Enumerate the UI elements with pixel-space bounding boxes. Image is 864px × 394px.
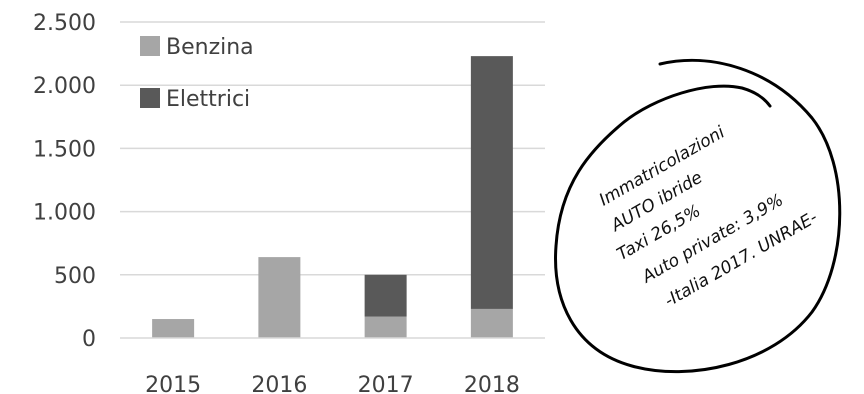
bar-benzina-2017 (364, 316, 407, 338)
bar-benzina-2018 (470, 308, 513, 338)
legend-swatch-benzina (140, 36, 160, 56)
bar-elettrici-2017 (364, 274, 407, 317)
legend: Benzina Elettrici (140, 35, 254, 112)
bar-benzina-2016 (258, 257, 301, 338)
legend-label-benzina: Benzina (166, 35, 254, 60)
handwritten-note: Immatricolazioni AUTO ibride Taxi 26,5% … (554, 58, 842, 374)
legend-label-elettrici: Elettrici (166, 87, 250, 112)
x-tick-label: 2017 (358, 373, 414, 394)
x-tick-label: 2018 (464, 373, 520, 394)
note-circle (554, 58, 842, 374)
y-tick-label: 0 (82, 327, 96, 352)
bar-benzina-2015 (152, 319, 195, 338)
x-tick-label: 2015 (145, 373, 201, 394)
y-tick-label: 500 (54, 264, 96, 289)
y-tick-label: 1.000 (33, 201, 96, 226)
y-tick-label: 2.500 (33, 11, 96, 36)
x-tick-label: 2016 (251, 373, 307, 394)
y-tick-label: 2.000 (33, 74, 96, 99)
bars (152, 56, 513, 338)
x-axis-ticks: 2015 2016 2017 2018 (145, 373, 520, 394)
y-tick-label: 1.500 (33, 137, 96, 162)
legend-swatch-elettrici (140, 88, 160, 108)
bar-elettrici-2018 (470, 56, 513, 309)
y-axis-ticks: 0 500 1.000 1.500 2.000 2.500 (33, 11, 96, 352)
